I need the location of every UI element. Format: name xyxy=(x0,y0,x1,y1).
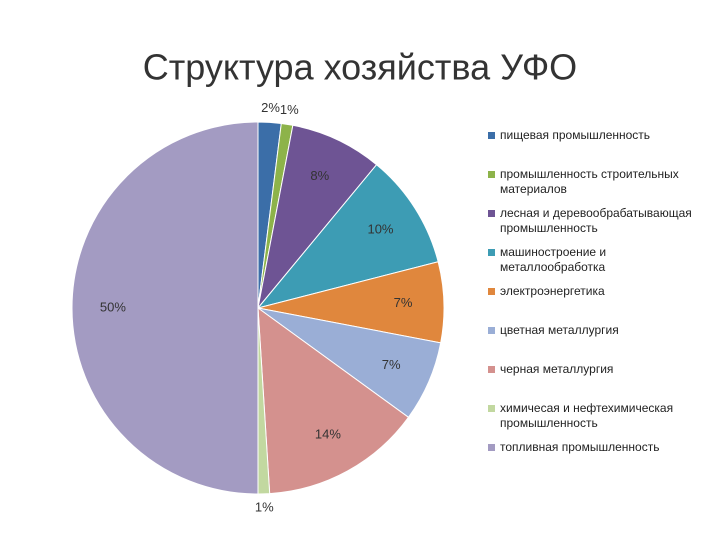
legend-swatch xyxy=(488,132,495,139)
legend-label: лесная и деревообрабатывающая промышленн… xyxy=(500,206,692,235)
legend-label: машиностроение и металлообработка xyxy=(500,245,607,274)
legend-item: лесная и деревообрабатывающая промышленн… xyxy=(488,206,714,245)
legend-swatch xyxy=(488,444,495,451)
data-label: 2% xyxy=(261,100,280,115)
legend-item: химичесая и нефтехимическая промышленнос… xyxy=(488,401,714,440)
legend-label: химичесая и нефтехимическая промышленнос… xyxy=(500,401,674,430)
legend-item: промышленность строительных материалов xyxy=(488,167,714,206)
legend-label: электроэнергетика xyxy=(500,284,605,298)
legend-swatch xyxy=(488,210,495,217)
legend-swatch xyxy=(488,171,495,178)
data-label: 8% xyxy=(310,168,329,183)
data-label: 1% xyxy=(255,499,274,514)
data-label: 7% xyxy=(394,295,413,310)
legend-item: топливная промышленность xyxy=(488,440,714,479)
legend-swatch xyxy=(488,327,495,334)
pie-slice xyxy=(257,306,410,495)
legend-label: цветная металлургия xyxy=(500,323,619,337)
legend-label: черная металлургия xyxy=(500,362,614,376)
data-label: 10% xyxy=(367,222,393,237)
legend-item: пищевая промышленность xyxy=(488,128,714,167)
legend-label: промышленность строительных материалов xyxy=(500,167,679,196)
data-label: 14% xyxy=(315,427,341,442)
data-label: 7% xyxy=(382,357,401,372)
legend-item: цветная металлургия xyxy=(488,323,714,362)
data-label: 50% xyxy=(100,299,126,314)
legend-item: электроэнергетика xyxy=(488,284,714,323)
legend: пищевая промышленность промышленность стр… xyxy=(488,128,714,479)
data-label: 1% xyxy=(280,102,299,117)
legend-item: черная металлургия xyxy=(488,362,714,401)
legend-swatch xyxy=(488,366,495,373)
chart-title: Структура хозяйства УФО xyxy=(143,47,577,88)
legend-swatch xyxy=(488,249,495,256)
legend-swatch xyxy=(488,405,495,412)
pie-slice xyxy=(71,121,259,495)
legend-swatch xyxy=(488,288,495,295)
legend-label: топливная промышленность xyxy=(500,440,660,454)
pie-slice xyxy=(257,124,378,309)
legend-item: машиностроение и металлообработка xyxy=(488,245,714,284)
pie-slice xyxy=(256,163,439,309)
legend-label: пищевая промышленность xyxy=(500,128,651,142)
